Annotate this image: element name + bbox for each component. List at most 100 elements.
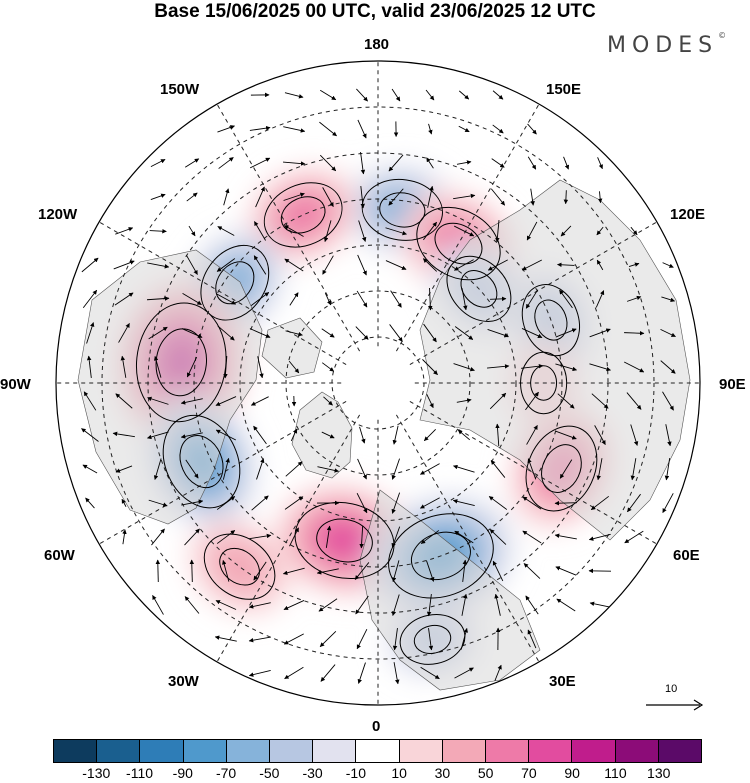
- wind-scale-label: 10: [665, 683, 678, 695]
- colorbar-tick-label: -30: [302, 765, 323, 781]
- lon-label-60e: 60E: [673, 547, 700, 564]
- streamline: [541, 444, 582, 493]
- wind-vector: [356, 492, 368, 514]
- wind-vector: [391, 560, 400, 583]
- wind-vector: [391, 458, 400, 480]
- wind-vector: [290, 428, 298, 442]
- wind-vector: [525, 289, 539, 309]
- wind-vector: [462, 559, 468, 582]
- wind-vector: [527, 123, 537, 135]
- wind-vector: [151, 528, 165, 546]
- streamline: [388, 513, 494, 599]
- wind-vector: [428, 287, 433, 311]
- wind-vector: [114, 292, 134, 306]
- wind-vector: [223, 355, 228, 379]
- wind-vectors: [81, 88, 676, 685]
- colorbar-cell: [97, 740, 141, 762]
- wind-vector: [248, 602, 271, 609]
- colorbar-cell: [356, 740, 400, 762]
- polar-map: [55, 60, 701, 706]
- wind-vector: [358, 220, 367, 242]
- wind-vector: [461, 593, 468, 616]
- wind-vector: [461, 288, 468, 311]
- streamline: [215, 261, 255, 305]
- colorbar-tick-label: -10: [345, 765, 366, 781]
- wind-vector: [112, 431, 135, 438]
- colorbar-cell: [486, 740, 530, 762]
- wind-vector: [630, 458, 637, 481]
- wind-vector: [153, 458, 162, 480]
- wind-vector: [248, 636, 271, 643]
- wind-vector: [454, 667, 474, 679]
- wind-vector: [319, 121, 337, 137]
- wind-vector: [284, 258, 304, 272]
- wind-vector: [389, 324, 403, 342]
- colorbar-tick-label: -90: [172, 765, 193, 781]
- wind-vector: [390, 290, 402, 308]
- wind-vector: [556, 598, 576, 612]
- wind-vector: [148, 326, 168, 340]
- wind-vector: [522, 496, 542, 510]
- wind-vector: [594, 425, 606, 445]
- colorbar-cell: [572, 740, 616, 762]
- wind-vector: [217, 226, 235, 236]
- wind-scale-arrow: [646, 699, 704, 711]
- wind-vector: [423, 323, 437, 343]
- wind-vector: [458, 90, 470, 100]
- wind-vector: [490, 460, 506, 478]
- europe-coast: [359, 489, 541, 691]
- wind-vector: [86, 322, 95, 344]
- wind-vector: [521, 363, 544, 369]
- wind-vector: [288, 360, 300, 374]
- colorbar-cell: [529, 740, 573, 762]
- wind-vector: [559, 289, 573, 309]
- wind-vector: [521, 328, 543, 338]
- wind-vector: [184, 158, 200, 168]
- wind-vector: [147, 262, 170, 269]
- wind-vector: [527, 458, 537, 480]
- wind-vector: [589, 601, 610, 608]
- anomaly-contour: [208, 537, 271, 596]
- colorbar-tick-label: 10: [391, 765, 407, 781]
- wind-vector: [216, 293, 237, 305]
- wind-vector: [630, 424, 639, 446]
- wind-vector: [563, 156, 570, 170]
- wind-vector: [284, 666, 304, 680]
- streamline: [413, 624, 452, 654]
- wind-vector: [319, 630, 337, 648]
- wind-vector: [630, 226, 638, 236]
- wind-vector: [428, 123, 433, 135]
- wind-vector: [323, 220, 332, 243]
- wind-vector: [453, 464, 475, 473]
- colorbar-tick-label: -130: [82, 765, 111, 781]
- wind-vector: [596, 458, 603, 481]
- brand-logo: MODES©: [607, 31, 726, 58]
- wind-vector: [282, 567, 305, 575]
- wind-vector: [284, 225, 304, 237]
- wind-vector: [495, 423, 500, 447]
- wind-vector: [388, 188, 404, 206]
- wind-vector: [428, 628, 434, 651]
- streamline: [379, 192, 426, 228]
- colorbar: [53, 739, 702, 763]
- wind-vector: [318, 598, 338, 612]
- wind-vector: [360, 186, 365, 209]
- wind-vector: [490, 296, 507, 302]
- wind-vector: [284, 496, 304, 510]
- wind-vector: [282, 161, 306, 166]
- wind-vector: [321, 328, 335, 338]
- wind-vector: [521, 259, 542, 271]
- colorbar-tick-label: 50: [477, 765, 494, 781]
- wind-vector: [82, 289, 98, 308]
- wind-vector: [422, 359, 438, 375]
- streamline: [280, 196, 326, 234]
- wind-vector: [624, 330, 645, 336]
- wind-vector: [285, 330, 303, 337]
- colorbar-tick-label: 130: [647, 765, 671, 781]
- colorbar-cell: [183, 740, 227, 762]
- wind-vector: [186, 192, 198, 202]
- wind-vector: [530, 188, 535, 206]
- wind-vector: [557, 262, 575, 268]
- wind-vector: [555, 328, 577, 338]
- wind-vector: [256, 458, 265, 480]
